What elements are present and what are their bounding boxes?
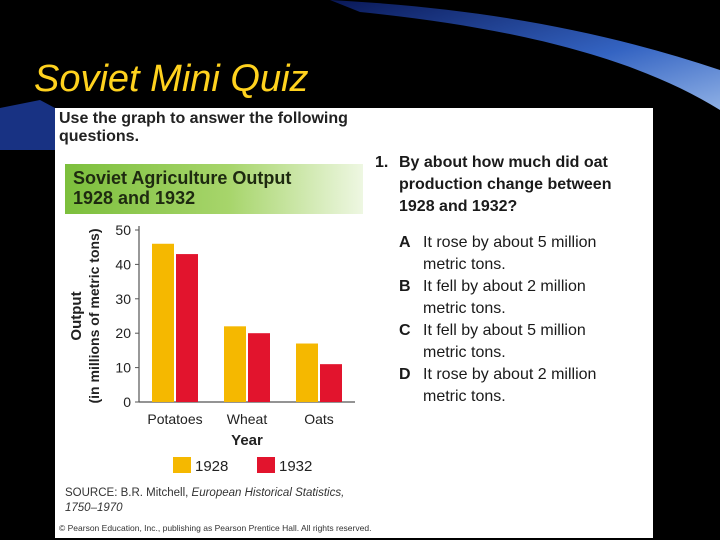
- chart-header: Soviet Agriculture Output 1928 and 1932: [65, 164, 363, 214]
- legend-label: 1932: [279, 458, 312, 475]
- content-panel: Use the graph to answer the following qu…: [55, 108, 653, 538]
- y-tick-label: 30: [115, 291, 131, 307]
- chart-subtitle: 1928 and 1932: [73, 188, 196, 208]
- x-axis-label: Year: [231, 432, 263, 449]
- legend-swatch-1928: [173, 457, 191, 473]
- chart-source: SOURCE: B.R. Mitchell, European Historic…: [65, 486, 365, 516]
- x-tick-label: Oats: [304, 411, 334, 427]
- bar-potatoes-1932: [176, 254, 198, 402]
- choice-text: It rose by about 2 million metric tons.: [423, 366, 597, 405]
- legend-swatch-1932: [257, 457, 275, 473]
- x-tick-label: Potatoes: [147, 411, 202, 427]
- instructions: Use the graph to answer the following qu…: [59, 110, 348, 145]
- bar-wheat-1928: [224, 326, 246, 402]
- chart-title: Soviet Agriculture Output: [73, 168, 292, 188]
- y-axis-label: Output: [68, 291, 85, 340]
- y-axis-sublabel: (in millions of metric tons): [86, 228, 102, 403]
- x-tick-label: Wheat: [227, 411, 268, 427]
- y-tick-label: 10: [115, 360, 131, 376]
- legend-label: 1928: [195, 458, 228, 475]
- source-title: European Historical Statistics, 1750–197…: [65, 487, 345, 514]
- y-tick-label: 40: [115, 256, 131, 272]
- copyright-notice: © Pearson Education, Inc., publishing as…: [59, 523, 372, 533]
- y-tick-label: 0: [123, 394, 131, 410]
- choice-text: It fell by about 5 million metric tons.: [423, 322, 586, 361]
- choice-letter: D: [399, 366, 411, 383]
- choice-text: It fell by about 2 million metric tons.: [423, 278, 586, 317]
- y-tick-label: 20: [115, 325, 131, 341]
- source-prefix: SOURCE: B.R. Mitchell,: [65, 487, 192, 499]
- choice-letter: A: [399, 234, 411, 251]
- slide-title: Soviet Mini Quiz: [34, 58, 309, 100]
- question-text: By about how much did oat production cha…: [399, 154, 612, 215]
- bar-chart: 0 10 20 30 40 50 Output (in millions of metric …: [68, 222, 355, 475]
- bar-oats-1928: [296, 343, 318, 402]
- bar-oats-1932: [320, 364, 342, 402]
- bar-potatoes-1928: [152, 243, 174, 402]
- question-number: 1.: [375, 154, 389, 171]
- choice-letter: C: [399, 322, 411, 339]
- bar-wheat-1932: [248, 333, 270, 402]
- choice-text: It rose by about 5 million metric tons.: [423, 234, 597, 273]
- y-tick-label: 50: [115, 222, 131, 238]
- choice-letter: B: [399, 278, 411, 295]
